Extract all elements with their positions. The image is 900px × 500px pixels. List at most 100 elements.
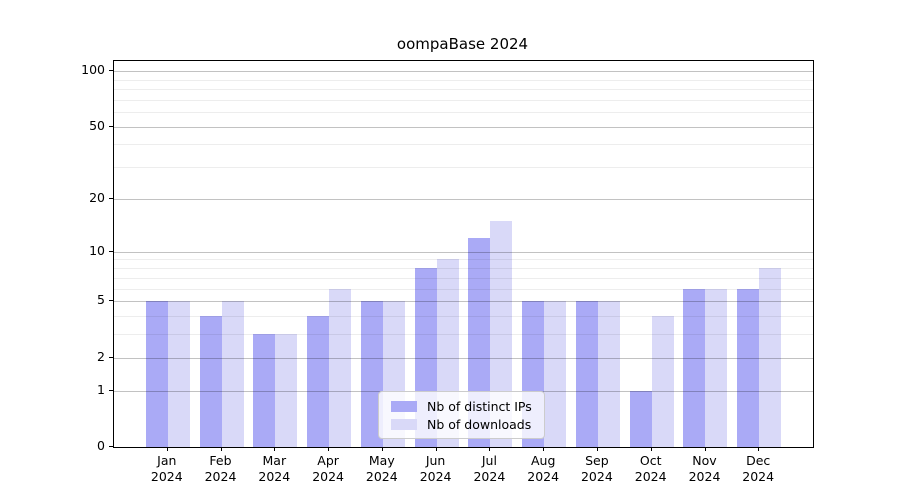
- legend-item: Nb of distinct IPs: [391, 397, 536, 415]
- gridline-major: [114, 357, 813, 359]
- x-tick-mark: [274, 447, 276, 451]
- x-tick-label: Jun 2024: [404, 453, 468, 485]
- x-tick-year: 2024: [473, 469, 506, 484]
- x-tick-year: 2024: [634, 469, 667, 484]
- y-tick-mark: [109, 250, 113, 252]
- x-tick-year: 2024: [150, 469, 183, 484]
- x-tick-year: 2024: [688, 469, 721, 484]
- x-tick-month: Mar: [262, 453, 287, 468]
- gridline-minor: [114, 144, 813, 146]
- bar-downloads-feb: [221, 301, 244, 447]
- x-tick-mark: [166, 447, 168, 451]
- bar-distinct-ips-jan: [145, 301, 168, 447]
- x-tick-mark: [704, 447, 706, 451]
- x-tick-label: Sep 2024: [565, 453, 629, 485]
- chart-title: oompaBase 2024: [396, 35, 529, 53]
- y-tick-label: 100: [81, 62, 105, 77]
- y-tick-label: 1: [97, 381, 105, 397]
- y-tick-mark: [109, 446, 113, 447]
- x-tick-mark: [650, 447, 652, 451]
- gridline-minor: [114, 334, 813, 336]
- x-tick-mark: [220, 447, 222, 451]
- bar-distinct-ips-nov: [683, 288, 706, 447]
- legend-swatch-icon: [391, 418, 417, 430]
- bar-downloads-apr: [329, 288, 352, 447]
- y-tick-mark: [109, 70, 113, 71]
- legend-item: Nb of downloads: [391, 415, 536, 433]
- gridline-minor: [114, 288, 813, 290]
- y-tick-label: 5: [97, 292, 105, 307]
- x-tick-label: Aug 2024: [511, 453, 575, 485]
- x-tick-year: 2024: [742, 469, 775, 484]
- x-tick-month: Aug: [530, 453, 556, 468]
- x-tick-month: Feb: [209, 453, 232, 468]
- x-tick-month: Jul: [481, 453, 497, 468]
- gridline-minor: [114, 79, 813, 81]
- x-tick-month: Jun: [425, 453, 446, 468]
- bar-downloads-jul: [490, 221, 513, 447]
- x-tick-label: Dec 2024: [726, 453, 790, 485]
- y-tick-mark: [109, 389, 113, 391]
- x-tick-label: Feb 2024: [189, 453, 253, 485]
- bar-distinct-ips-apr: [307, 315, 330, 447]
- gridline-major: [114, 301, 813, 302]
- x-tick-label: Mar 2024: [242, 453, 306, 485]
- x-tick-year: 2024: [527, 469, 560, 484]
- legend-label: Nb of distinct IPs: [427, 398, 532, 414]
- bar-downloads-oct: [651, 315, 674, 447]
- x-tick-mark: [328, 447, 330, 451]
- y-tick-label: 20: [89, 190, 105, 205]
- x-tick-year: 2024: [419, 469, 452, 484]
- legend: Nb of distinct IPs Nb of downloads: [378, 391, 545, 439]
- x-tick-mark: [381, 447, 383, 451]
- x-tick-year: 2024: [258, 469, 291, 484]
- x-tick-month: Dec: [746, 453, 771, 468]
- y-tick-label: 2: [97, 348, 105, 364]
- x-tick-month: Jan: [157, 453, 177, 468]
- bar-distinct-ips-oct: [629, 390, 652, 447]
- x-tick-month: Sep: [585, 453, 609, 468]
- x-tick-month: Oct: [639, 453, 662, 468]
- x-tick-month: Apr: [317, 453, 339, 468]
- y-tick-mark: [109, 300, 113, 301]
- legend-swatch-icon: [391, 400, 417, 412]
- bar-downloads-mar: [275, 334, 298, 447]
- x-tick-label: Apr 2024: [296, 453, 360, 485]
- gridline-major: [114, 71, 813, 72]
- gridline-minor: [114, 99, 813, 101]
- gridline-major: [114, 251, 813, 253]
- x-tick-mark: [596, 447, 598, 451]
- x-tick-year: 2024: [204, 469, 237, 484]
- y-tick-label: 50: [89, 117, 105, 133]
- y-tick-label: 10: [89, 242, 105, 258]
- gridline-minor: [114, 167, 813, 169]
- y-tick-label: 0: [97, 438, 105, 453]
- x-tick-label: Jul 2024: [457, 453, 521, 485]
- x-tick-mark: [435, 447, 437, 451]
- bar-downloads-dec: [759, 268, 782, 447]
- bar-distinct-ips-feb: [199, 315, 222, 447]
- x-tick-label: May 2024: [350, 453, 414, 485]
- x-tick-year: 2024: [365, 469, 398, 484]
- gridline-minor: [114, 277, 813, 279]
- bar-downloads-jan: [167, 301, 190, 447]
- x-tick-mark: [543, 447, 545, 451]
- gridline-minor: [114, 315, 813, 317]
- x-tick-month: Nov: [692, 453, 717, 468]
- gridline-minor: [114, 268, 813, 269]
- gridline-minor: [114, 112, 813, 114]
- y-tick-mark: [109, 356, 113, 358]
- bar-downloads-nov: [705, 288, 728, 447]
- y-tick-mark: [109, 125, 113, 127]
- x-tick-month: May: [368, 453, 395, 468]
- x-tick-mark: [489, 447, 491, 451]
- bar-downloads-sep: [597, 301, 620, 447]
- x-tick-label: Oct 2024: [619, 453, 683, 485]
- y-tick-mark: [109, 198, 113, 199]
- gridline-minor: [114, 259, 813, 261]
- x-tick-label: Nov 2024: [673, 453, 737, 485]
- legend-label: Nb of downloads: [427, 416, 532, 432]
- plot-area: [113, 60, 814, 448]
- bar-distinct-ips-mar: [253, 334, 276, 447]
